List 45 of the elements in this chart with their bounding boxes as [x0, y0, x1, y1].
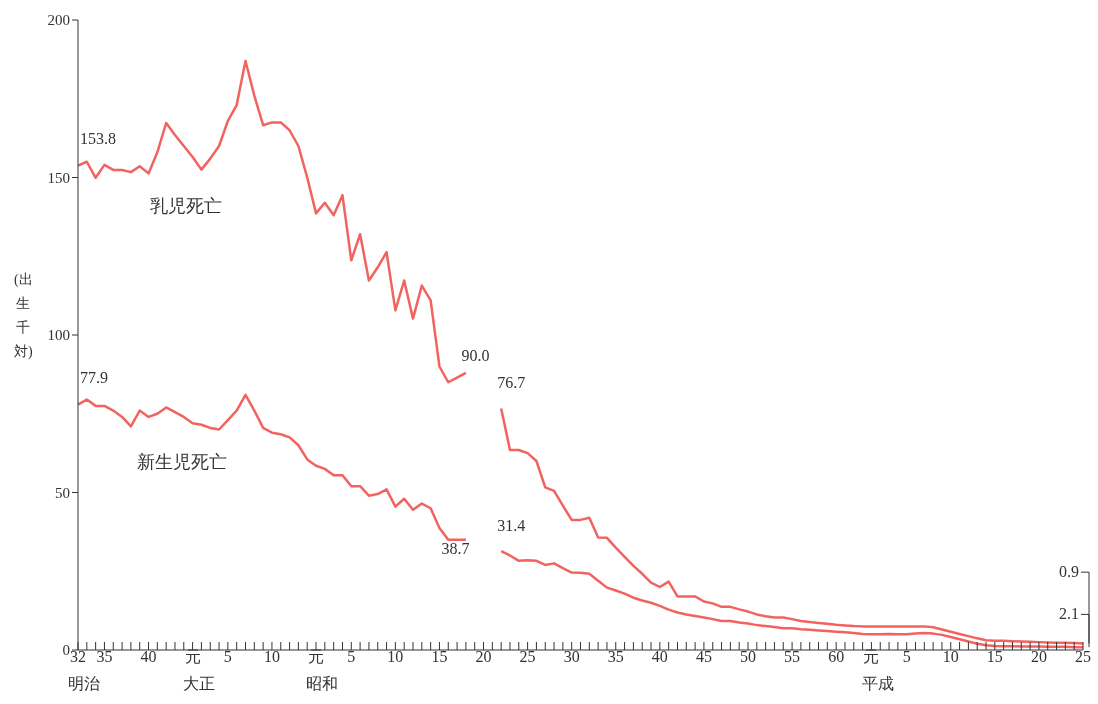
data-label: 0.9	[1059, 563, 1079, 581]
series-label: 乳児死亡	[150, 195, 222, 218]
text: 大正	[182, 674, 215, 694]
x-tick-label: 15	[431, 648, 448, 665]
data-label: 38.7	[441, 540, 470, 558]
x-tick-label: 30	[563, 648, 580, 665]
series-label: 新生児死亡	[137, 451, 227, 474]
x-tick-label: 60	[828, 648, 845, 665]
x-tick-label: 45	[695, 648, 712, 665]
data-label: 2.1	[1059, 605, 1079, 623]
y-tick-label: 100	[47, 327, 70, 344]
y-tick-label: 50	[55, 484, 70, 501]
x-tick-label: 10	[263, 648, 280, 665]
x-tick-label: 10	[942, 648, 959, 665]
x-tick-label: 元	[308, 648, 325, 665]
x-tick-label: 50	[740, 648, 756, 665]
x-tick-label: 元	[863, 648, 880, 665]
x-tick-label: 15	[986, 648, 1003, 665]
x-tick-label: 5	[223, 648, 232, 665]
text: 昭和	[306, 674, 339, 694]
data-label: 31.4	[497, 517, 526, 535]
y-tick-label: 200	[47, 12, 70, 29]
data-label: 90.0	[461, 346, 490, 364]
x-tick-label: 元	[184, 648, 201, 665]
y-tick-label: 150	[47, 169, 70, 186]
y-tick-label: 0	[62, 642, 70, 659]
x-tick-label: 40	[140, 648, 157, 665]
y-axis-title: (出生千対)	[14, 271, 33, 361]
x-tick-label: 10	[387, 648, 404, 665]
data-label: 76.7	[497, 374, 526, 392]
x-tick-label: 35	[607, 648, 624, 665]
x-tick-label: 20	[475, 648, 492, 665]
x-tick-label: 32	[70, 648, 86, 665]
x-tick-label: 20	[1030, 648, 1047, 665]
x-tick-label: 35	[96, 648, 113, 665]
x-tick-label: 55	[784, 648, 801, 665]
data-label: 153.8	[80, 129, 116, 147]
x-tick-label: 25	[519, 648, 536, 665]
text: 平成	[861, 674, 894, 694]
x-tick-label: 25	[1075, 648, 1091, 665]
data-label: 77.9	[80, 368, 108, 386]
x-tick-label: 5	[347, 648, 356, 665]
text: 明治	[68, 674, 101, 694]
x-tick-label: 5	[902, 648, 911, 665]
x-tick-label: 40	[651, 648, 668, 665]
